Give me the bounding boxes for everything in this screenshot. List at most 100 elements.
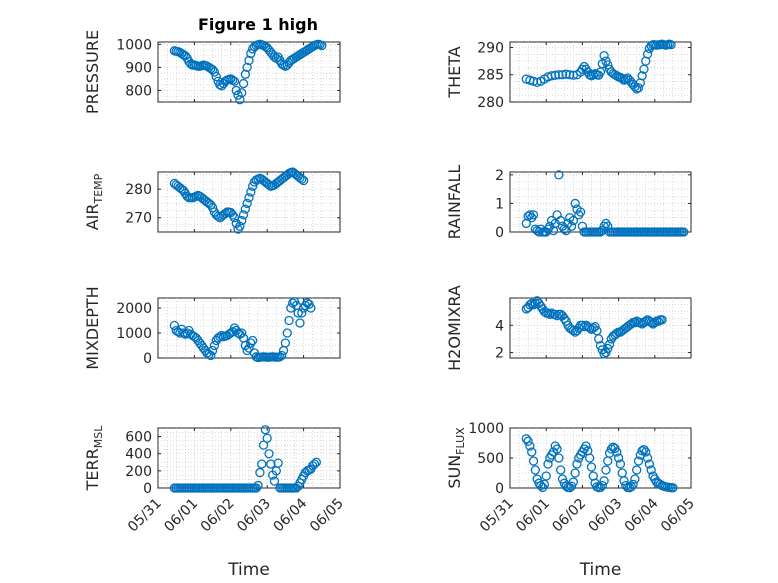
y-tick-label: 1000	[468, 421, 504, 437]
y-tick-label: 285	[477, 68, 504, 84]
data-point	[227, 75, 238, 85]
data-point	[566, 221, 577, 231]
data-point	[554, 70, 564, 80]
data-point	[639, 444, 649, 455]
data-point	[251, 483, 261, 493]
data-point	[523, 436, 533, 446]
data-point	[211, 71, 221, 82]
subplot-air-temp: 270 280 AIRTEMP	[83, 167, 341, 234]
data-point	[207, 345, 218, 356]
data-point	[207, 203, 218, 213]
series-markers	[521, 296, 667, 359]
y-tick-label: 900	[125, 60, 152, 76]
data-point	[298, 175, 309, 186]
data-point	[606, 444, 617, 454]
grid	[510, 172, 691, 232]
data-point	[613, 453, 624, 463]
data-point	[633, 83, 644, 93]
data-point	[642, 49, 653, 59]
y-tick-label: 2	[495, 346, 504, 362]
data-point	[612, 447, 622, 457]
data-point	[570, 468, 580, 478]
data-point	[527, 447, 537, 457]
data-point	[641, 447, 651, 457]
x-tick-label: 06/01	[161, 496, 201, 536]
y-tick-label: 200	[125, 464, 152, 480]
data-point	[597, 480, 607, 491]
data-point	[528, 456, 539, 466]
data-point	[269, 476, 280, 486]
data-point	[528, 210, 539, 220]
data-point	[657, 315, 667, 325]
data-point	[257, 459, 267, 469]
subplot-rainfall: 0 1 2 RAINFALL	[445, 165, 692, 241]
data-point	[541, 471, 551, 481]
y-axis-label: AIRTEMP	[83, 173, 105, 230]
data-point	[557, 70, 568, 80]
data-point	[317, 40, 327, 51]
data-point	[584, 70, 595, 80]
data-point	[543, 459, 553, 469]
x-tick-label: 06/02	[198, 496, 238, 536]
data-point	[231, 85, 241, 96]
data-point	[584, 453, 595, 463]
data-point	[552, 444, 562, 454]
y-tick-label: 0	[495, 481, 504, 497]
data-point	[229, 76, 240, 86]
data-point	[521, 434, 531, 444]
y-tick-label: 290	[477, 40, 504, 56]
data-point	[530, 298, 540, 309]
x-tick-label: 06/05	[658, 496, 698, 536]
data-point	[566, 481, 577, 491]
data-point	[601, 465, 611, 475]
data-point	[581, 441, 591, 451]
data-point	[237, 215, 247, 226]
data-point	[575, 207, 586, 217]
data-point	[260, 425, 271, 435]
data-point	[311, 457, 321, 467]
data-point	[247, 335, 258, 346]
y-tick-label: 270	[125, 211, 152, 227]
series-markers	[169, 167, 309, 234]
x-tick-label: 06/03	[234, 496, 274, 536]
y-tick-label: 400	[125, 447, 152, 463]
data-point	[642, 453, 653, 463]
data-point	[206, 350, 216, 361]
data-point	[599, 50, 609, 61]
data-point	[237, 88, 247, 98]
x-axis-label: Time	[227, 560, 270, 580]
data-point	[565, 70, 575, 80]
data-point	[626, 482, 636, 492]
series-markers	[169, 425, 321, 493]
data-point	[309, 459, 320, 469]
y-axis-label: PRESSURE	[83, 30, 102, 114]
figure-title: Figure 1 high	[198, 15, 318, 34]
data-point	[557, 474, 568, 484]
y-tick-label: 1000	[116, 326, 152, 342]
y-tick-label: 2	[495, 168, 504, 184]
data-point	[554, 170, 564, 180]
data-point	[570, 198, 580, 209]
data-point	[273, 458, 283, 468]
series-markers	[169, 39, 327, 105]
y-tick-label: 1	[495, 196, 504, 212]
data-point	[293, 308, 303, 318]
data-point	[572, 459, 582, 469]
series-markers	[169, 297, 316, 363]
y-tick-label: 600	[125, 430, 152, 446]
x-tick-label: 05/31	[477, 496, 517, 536]
y-axis-label: SUNFLUX	[445, 427, 467, 489]
data-point	[530, 465, 540, 475]
y-axis-label: H2OMIXRA	[445, 285, 464, 371]
y-axis-label: RAINFALL	[445, 165, 464, 240]
data-point	[240, 204, 251, 214]
y-tick-label: 500	[477, 451, 504, 467]
y-axis-label: TERRMSL	[83, 425, 105, 492]
data-point	[527, 298, 537, 309]
grid	[158, 428, 340, 488]
data-point	[209, 67, 220, 77]
data-point	[539, 479, 550, 490]
x-axis-label: Time	[579, 560, 622, 580]
